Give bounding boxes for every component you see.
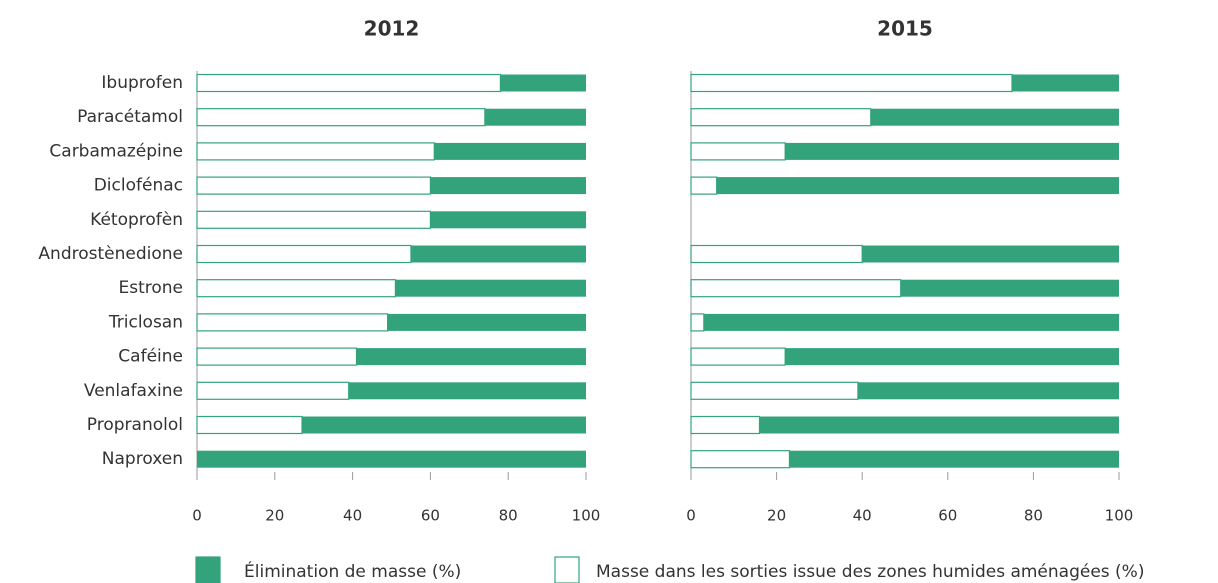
category-label: Kétoprofèn [90, 210, 183, 230]
category-label: Venlafaxine [84, 381, 183, 401]
bar-segment [196, 108, 486, 127]
bar-segment [348, 382, 586, 400]
bar-segment [690, 279, 902, 298]
bar-segment [196, 244, 412, 264]
legend-swatch [554, 556, 580, 583]
bar-segment [690, 347, 786, 366]
bar-segment [434, 142, 586, 160]
bar-segment [430, 211, 586, 229]
x-tick-label: 100 [572, 507, 601, 525]
bar-segment [690, 176, 718, 195]
category-label: Carbamazépine [49, 141, 183, 161]
category-label: Propranolol [87, 415, 183, 435]
x-tick-label: 40 [343, 507, 362, 525]
legend-label: Élimination de masse (%) [244, 560, 461, 582]
category-label: Caféine [118, 347, 183, 367]
bar-segment [703, 313, 1119, 331]
category-label: Ibuprofen [101, 73, 183, 93]
bar-segment [900, 279, 1119, 297]
x-tick-label: 100 [1105, 507, 1134, 525]
x-tick-label: 40 [853, 507, 872, 525]
category-label: Estrone [118, 278, 183, 298]
category-label: Naproxen [102, 449, 183, 469]
bar-segment [716, 177, 1119, 195]
bar-segment [196, 313, 389, 332]
category-label: Diclofénac [94, 176, 183, 196]
bar-segment [1012, 74, 1119, 92]
bar-segment [690, 450, 791, 469]
legend-swatch [195, 556, 221, 583]
bar-segment [862, 245, 1119, 263]
x-tick-label: 0 [192, 507, 202, 525]
x-tick-label: 20 [265, 507, 284, 525]
bar-segment [690, 381, 859, 400]
bar-segment [484, 108, 586, 126]
legend-label: Masse dans les sorties issue des zones h… [596, 562, 1144, 582]
bar-segment [690, 313, 705, 332]
bar-segment [302, 416, 586, 434]
bar-segment [785, 142, 1119, 160]
bar-segment [197, 450, 586, 468]
category-label: Triclosan [108, 312, 183, 332]
bar-segment [690, 108, 872, 127]
bar-segment [759, 416, 1119, 434]
bar-segment [430, 177, 586, 195]
bar-segment [870, 108, 1119, 126]
bar-segment [196, 142, 435, 161]
bar-segment [356, 348, 586, 366]
x-tick-label: 20 [767, 507, 786, 525]
x-tick-label: 0 [686, 507, 696, 525]
panel-title: 2012 [364, 17, 420, 41]
bar-segment [410, 245, 586, 263]
bar-segment [690, 142, 786, 161]
bar-segment [857, 382, 1119, 400]
bar-segment [196, 210, 431, 229]
x-tick-label: 80 [1024, 507, 1043, 525]
bar-segment [785, 348, 1119, 366]
x-tick-label: 60 [938, 507, 957, 525]
bar-segment [387, 313, 586, 331]
bar-segment [196, 415, 303, 435]
bar-segment [196, 279, 396, 298]
bar-segment [196, 381, 350, 400]
category-label: Paracétamol [77, 107, 183, 127]
bar-segment [789, 450, 1119, 468]
bar-segment [395, 279, 586, 297]
bar-segment [690, 73, 1013, 93]
bar-segment [196, 347, 358, 366]
x-tick-label: 80 [499, 507, 518, 525]
panel-title: 2015 [877, 17, 933, 41]
bar-segment [196, 176, 431, 195]
bar-segment [500, 74, 586, 92]
category-label: Androstènedione [38, 244, 183, 264]
x-tick-label: 60 [421, 507, 440, 525]
bar-segment [196, 73, 502, 93]
bar-segment [690, 244, 863, 264]
bar-segment [690, 415, 761, 435]
